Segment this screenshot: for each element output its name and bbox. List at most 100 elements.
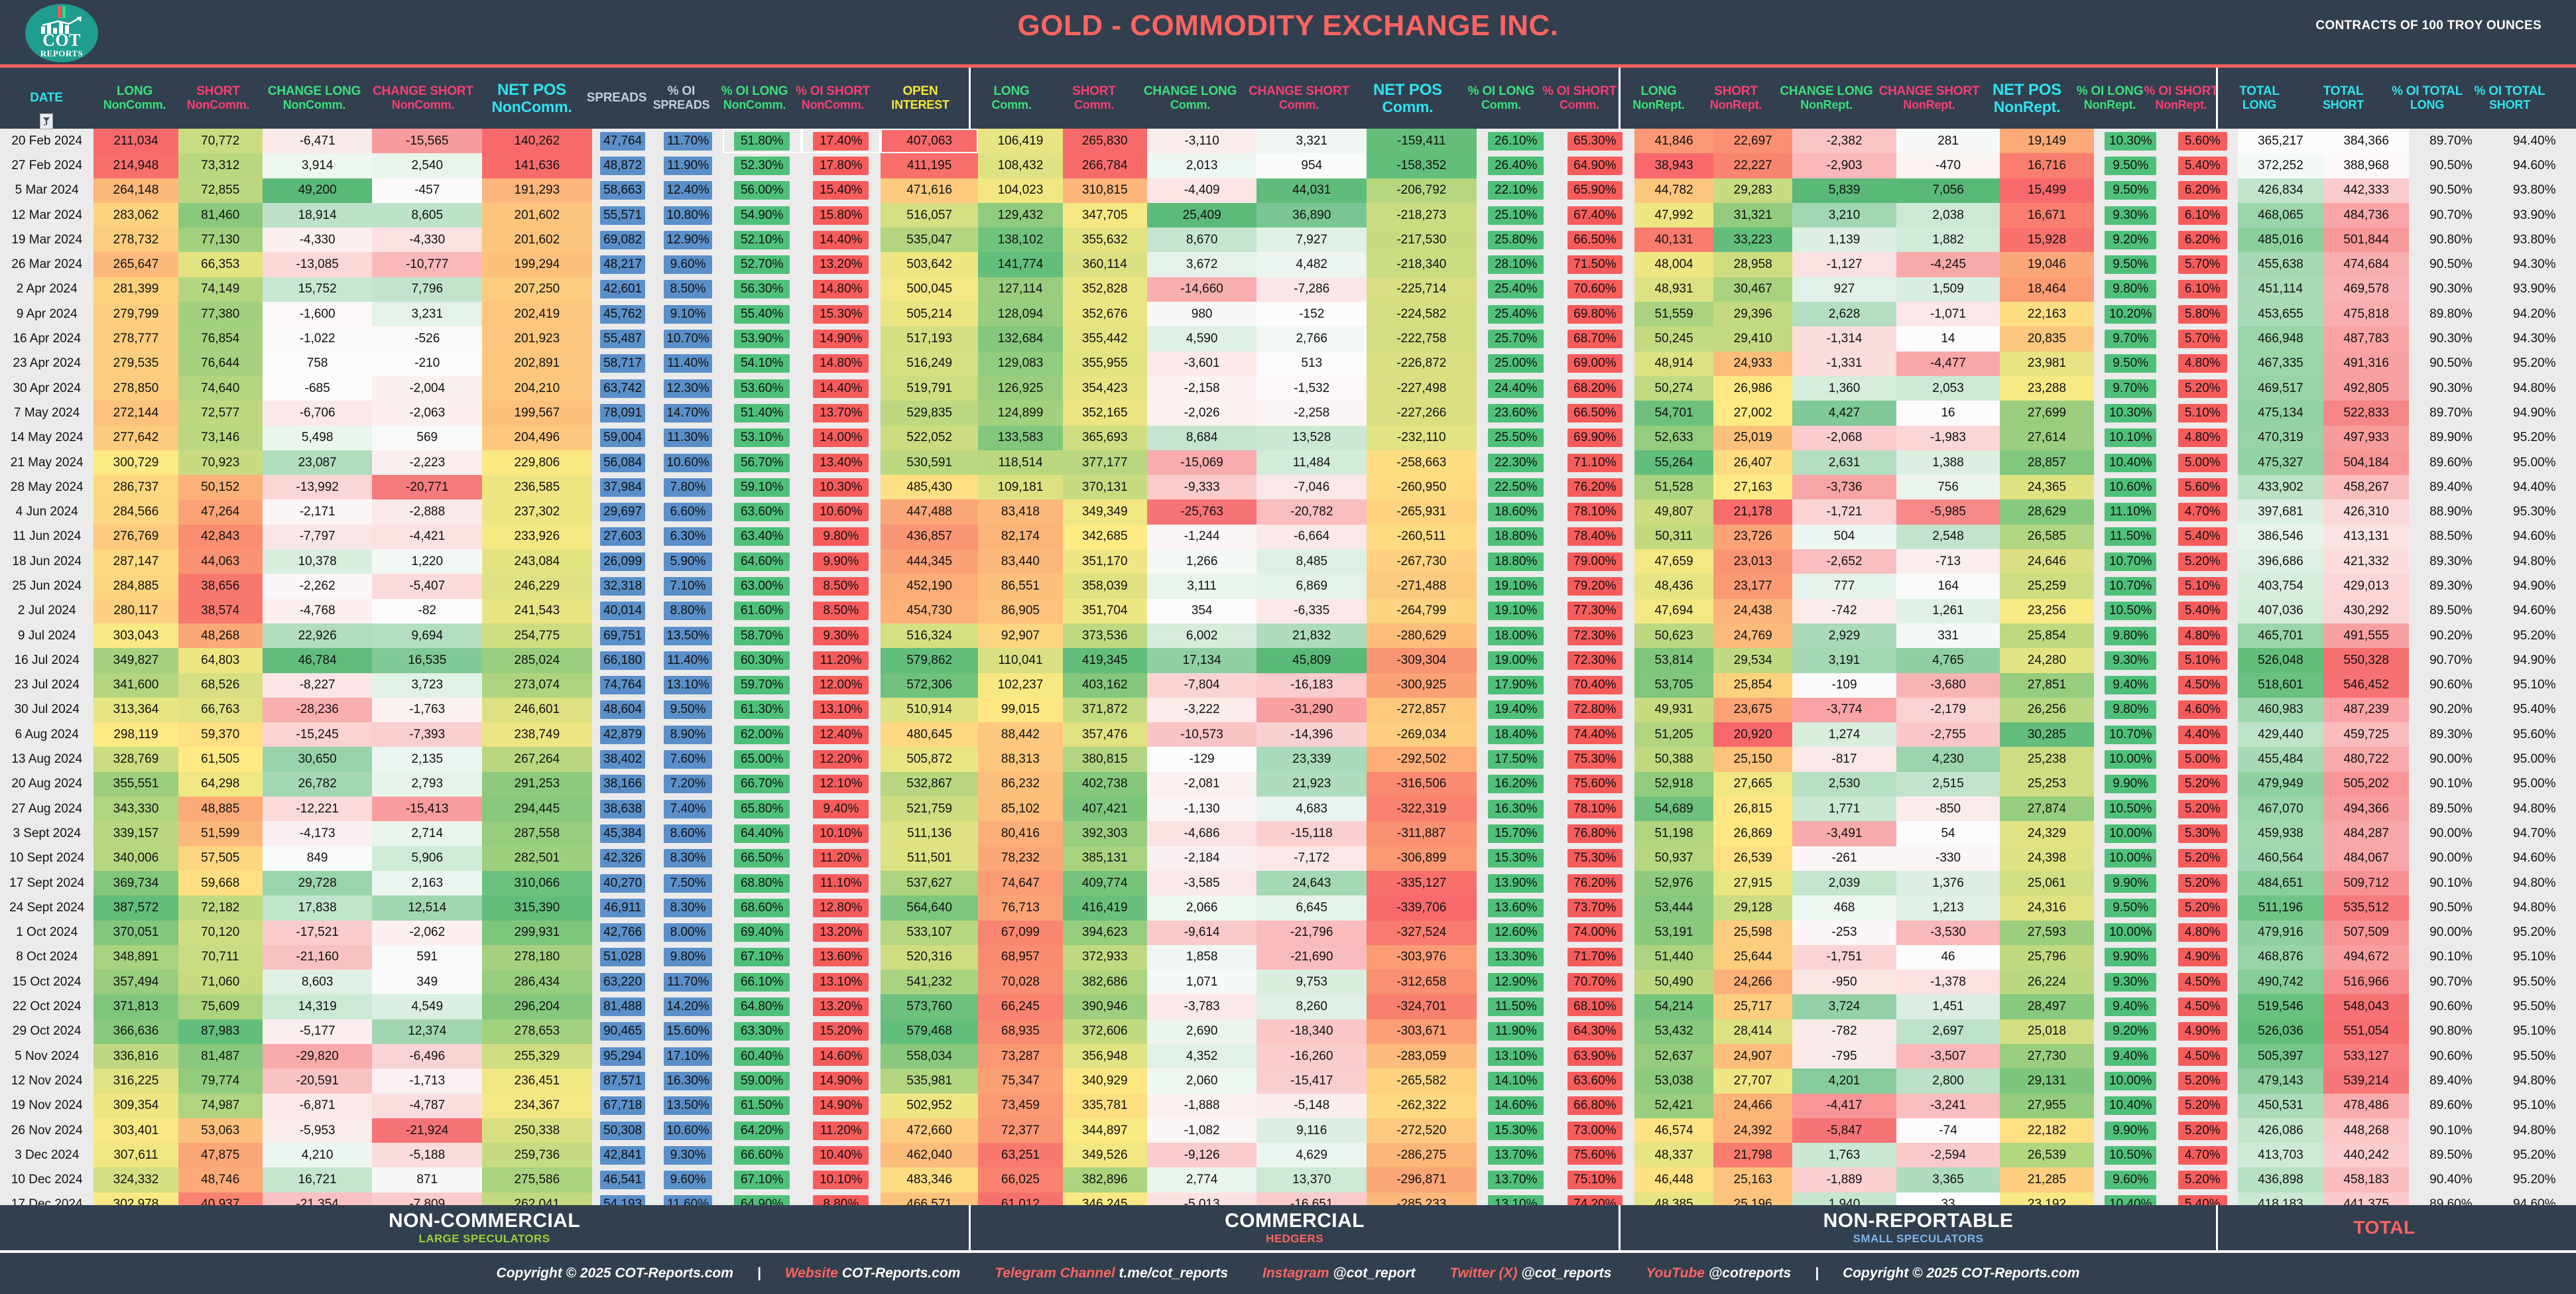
cell-date[interactable]: 17 Sept 2024: [0, 870, 94, 896]
table-row[interactable]: 29 Oct 2024 366,636 87,983 -5,177 12,374 278,…: [0, 1019, 2576, 1044]
cell-date[interactable]: 1 Oct 2024: [0, 920, 94, 945]
cell-date[interactable]: 19 Nov 2024: [0, 1093, 94, 1118]
table-row[interactable]: 3 Dec 2024 307,611 47,875 4,210 -5,188 259,73…: [0, 1143, 2576, 1168]
column-header-open_interest[interactable]: OPEN INTEREST: [872, 68, 969, 129]
footer-twitter[interactable]: Twitter (X) @cot_reports: [1433, 1265, 1629, 1281]
column-header-nc_short[interactable]: SHORT NonComm.: [176, 68, 260, 129]
table-row[interactable]: 6 Aug 2024 298,119 59,370 -15,245 -7,393 238,…: [0, 722, 2576, 747]
table-row[interactable]: 23 Jul 2024 341,600 68,526 -8,227 3,723 273,0…: [0, 673, 2576, 698]
table-row[interactable]: 16 Jul 2024 349,827 64,803 46,784 16,535 285,…: [0, 648, 2576, 673]
table-row[interactable]: 30 Apr 2024 278,850 74,640 -685 -2,004 204,21…: [0, 375, 2576, 401]
column-header-t_pct_long[interactable]: % OI TOTAL LONG: [2386, 68, 2469, 129]
column-header-nc_chg_short[interactable]: CHANGE SHORT NonComm.: [369, 68, 477, 129]
table-scroll-area[interactable]: 20 Feb 2024 211,034 70,772 -6,471 -15,565 140…: [0, 129, 2576, 1205]
table-row[interactable]: 21 May 2024 300,729 70,923 23,087 -2,223 229,…: [0, 450, 2576, 476]
table-row[interactable]: 22 Oct 2024 371,813 75,609 14,319 4,549 296,2…: [0, 994, 2576, 1019]
cell-date[interactable]: 10 Sept 2024: [0, 846, 94, 871]
table-row[interactable]: 18 Jun 2024 287,147 44,063 10,378 1,220 243,0…: [0, 549, 2576, 574]
table-row[interactable]: 3 Sept 2024 339,157 51,599 -4,173 2,714 287,5…: [0, 821, 2576, 846]
table-row[interactable]: 26 Nov 2024 303,401 53,063 -5,953 -21,924 250…: [0, 1118, 2576, 1143]
column-header-pct_oi_short[interactable]: % OI SHORT NonComm.: [794, 68, 872, 129]
table-row[interactable]: 9 Jul 2024 303,043 48,268 22,926 9,694 254,77…: [0, 623, 2576, 649]
column-header-t_pct_short[interactable]: % OI TOTAL SHORT: [2469, 68, 2551, 129]
table-row[interactable]: 24 Sept 2024 387,572 72,182 17,838 12,514 315…: [0, 895, 2576, 921]
cell-date[interactable]: 9 Apr 2024: [0, 302, 94, 327]
table-row[interactable]: 25 Jun 2024 284,885 38,656 -2,262 -5,407 246,…: [0, 574, 2576, 599]
table-row[interactable]: 13 Aug 2024 328,769 61,505 30,650 2,135 267,2…: [0, 747, 2576, 772]
column-header-nr_long[interactable]: LONG NonRept.: [1619, 68, 1697, 129]
column-header-pct_spreads[interactable]: % OI SPREADS: [647, 68, 715, 129]
table-row[interactable]: 20 Feb 2024 211,034 70,772 -6,471 -15,565 140…: [0, 129, 2576, 154]
footer-instagram[interactable]: Instagram @cot_report: [1245, 1265, 1433, 1281]
cell-date[interactable]: 11 Jun 2024: [0, 524, 94, 550]
column-header-c_chg_short[interactable]: CHANGE SHORT Comm.: [1245, 68, 1353, 129]
column-header-spreads[interactable]: SPREADS: [586, 68, 647, 129]
cell-date[interactable]: 2 Jul 2024: [0, 598, 94, 623]
cell-date[interactable]: 8 Oct 2024: [0, 944, 94, 970]
column-header-nr_chg_long[interactable]: CHANGE LONG NonRept.: [1775, 68, 1878, 129]
table-row[interactable]: 27 Feb 2024 214,948 73,312 3,914 2,540 141,63…: [0, 153, 2576, 178]
column-header-c_long[interactable]: LONG Comm.: [969, 68, 1052, 129]
cell-date[interactable]: 30 Jul 2024: [0, 697, 94, 723]
table-row[interactable]: 9 Apr 2024 279,799 77,380 -1,600 3,231 202,41…: [0, 302, 2576, 327]
table-row[interactable]: 15 Oct 2024 357,494 71,060 8,603 349 286,434 6…: [0, 970, 2576, 995]
table-row[interactable]: 5 Nov 2024 336,816 81,487 -29,820 -6,496 255,…: [0, 1043, 2576, 1069]
table-row[interactable]: 2 Jul 2024 280,117 38,574 -4,768 -82 241,543 4…: [0, 598, 2576, 623]
table-row[interactable]: 5 Mar 2024 264,148 72,855 49,200 -457 191,293…: [0, 178, 2576, 203]
column-header-t_long[interactable]: TOTAL LONG: [2216, 68, 2301, 129]
cell-date[interactable]: 25 Jun 2024: [0, 574, 94, 599]
column-header-nr_short[interactable]: SHORT NonRept.: [1697, 68, 1775, 129]
column-header-nr_net[interactable]: NET POS NonRept.: [1981, 68, 2073, 129]
cell-date[interactable]: 3 Dec 2024: [0, 1143, 94, 1168]
cell-date[interactable]: 14 May 2024: [0, 425, 94, 450]
filter-icon[interactable]: [40, 113, 53, 129]
footer-website[interactable]: Website COT-Reports.com: [768, 1265, 978, 1281]
cell-date[interactable]: 4 Jun 2024: [0, 499, 94, 525]
cell-date[interactable]: 22 Oct 2024: [0, 994, 94, 1019]
cell-date[interactable]: 10 Dec 2024: [0, 1167, 94, 1193]
table-row[interactable]: 17 Dec 2024 302,978 40,937 -21,354 -7,809 262…: [0, 1192, 2576, 1205]
table-row[interactable]: 17 Sept 2024 369,734 59,668 29,728 2,163 310,…: [0, 870, 2576, 896]
column-header-nc_chg_long[interactable]: CHANGE LONG NonComm.: [260, 68, 369, 129]
table-row[interactable]: 28 May 2024 286,737 50,152 -13,992 -20,771 23…: [0, 475, 2576, 500]
cell-date[interactable]: 6 Aug 2024: [0, 722, 94, 747]
cell-date[interactable]: 5 Nov 2024: [0, 1043, 94, 1069]
table-row[interactable]: 1 Oct 2024 370,051 70,120 -17,521 -2,062 299,…: [0, 920, 2576, 945]
cell-date[interactable]: 17 Dec 2024: [0, 1192, 94, 1205]
cell-date[interactable]: 19 Mar 2024: [0, 227, 94, 253]
cell-date[interactable]: 23 Apr 2024: [0, 351, 94, 376]
footer-telegram[interactable]: Telegram Channel t.me/cot_reports: [977, 1265, 1245, 1281]
table-row[interactable]: 8 Oct 2024 348,891 70,711 -21,160 591 278,180…: [0, 944, 2576, 970]
table-row[interactable]: 10 Dec 2024 324,332 48,746 16,721 871 275,586…: [0, 1167, 2576, 1193]
column-header-c_net[interactable]: NET POS Comm.: [1353, 68, 1462, 129]
column-header-nr_pct_long[interactable]: % OI LONG NonRept.: [2073, 68, 2146, 129]
cell-date[interactable]: 9 Jul 2024: [0, 623, 94, 649]
cell-date[interactable]: 18 Jun 2024: [0, 549, 94, 574]
cell-date[interactable]: 12 Nov 2024: [0, 1068, 94, 1094]
cell-date[interactable]: 16 Jul 2024: [0, 648, 94, 673]
column-header-c_pct_long[interactable]: % OI LONG Comm.: [1462, 68, 1540, 129]
table-row[interactable]: 2 Apr 2024 281,399 74,149 15,752 7,796 207,25…: [0, 277, 2576, 302]
table-row[interactable]: 11 Jun 2024 276,769 42,843 -7,797 -4,421 233,…: [0, 524, 2576, 550]
cell-date[interactable]: 20 Aug 2024: [0, 771, 94, 797]
table-row[interactable]: 4 Jun 2024 284,566 47,264 -2,171 -2,888 237,3…: [0, 499, 2576, 525]
cell-date[interactable]: 3 Sept 2024: [0, 821, 94, 846]
column-header-nc_net[interactable]: NET POS NonComm.: [477, 68, 586, 129]
cell-date[interactable]: 2 Apr 2024: [0, 277, 94, 302]
table-row[interactable]: 20 Aug 2024 355,551 64,298 26,782 2,793 291,2…: [0, 771, 2576, 797]
cell-date[interactable]: 20 Feb 2024: [0, 129, 94, 154]
column-header-pct_oi_long[interactable]: % OI LONG NonComm.: [715, 68, 794, 129]
table-row[interactable]: 16 Apr 2024 278,777 76,854 -1,022 -526 201,92…: [0, 326, 2576, 352]
cell-date[interactable]: 23 Jul 2024: [0, 673, 94, 698]
cell-date[interactable]: 30 Apr 2024: [0, 375, 94, 401]
table-row[interactable]: 7 May 2024 272,144 72,577 -6,706 -2,063 199,5…: [0, 401, 2576, 426]
table-row[interactable]: 26 Mar 2024 265,647 66,353 -13,085 -10,777 19…: [0, 252, 2576, 277]
footer-youtube[interactable]: YouTube @cotreports: [1628, 1265, 1808, 1281]
cell-date[interactable]: 28 May 2024: [0, 475, 94, 500]
table-row[interactable]: 19 Mar 2024 278,732 77,130 -4,330 -4,330 201,…: [0, 227, 2576, 253]
cell-date[interactable]: 16 Apr 2024: [0, 326, 94, 352]
cell-date[interactable]: 7 May 2024: [0, 401, 94, 426]
table-row[interactable]: 12 Mar 2024 283,062 81,460 18,914 8,605 201,6…: [0, 202, 2576, 228]
cell-date[interactable]: 27 Aug 2024: [0, 797, 94, 822]
table-row[interactable]: 14 May 2024 277,642 73,146 5,498 569 204,496 5…: [0, 425, 2576, 450]
